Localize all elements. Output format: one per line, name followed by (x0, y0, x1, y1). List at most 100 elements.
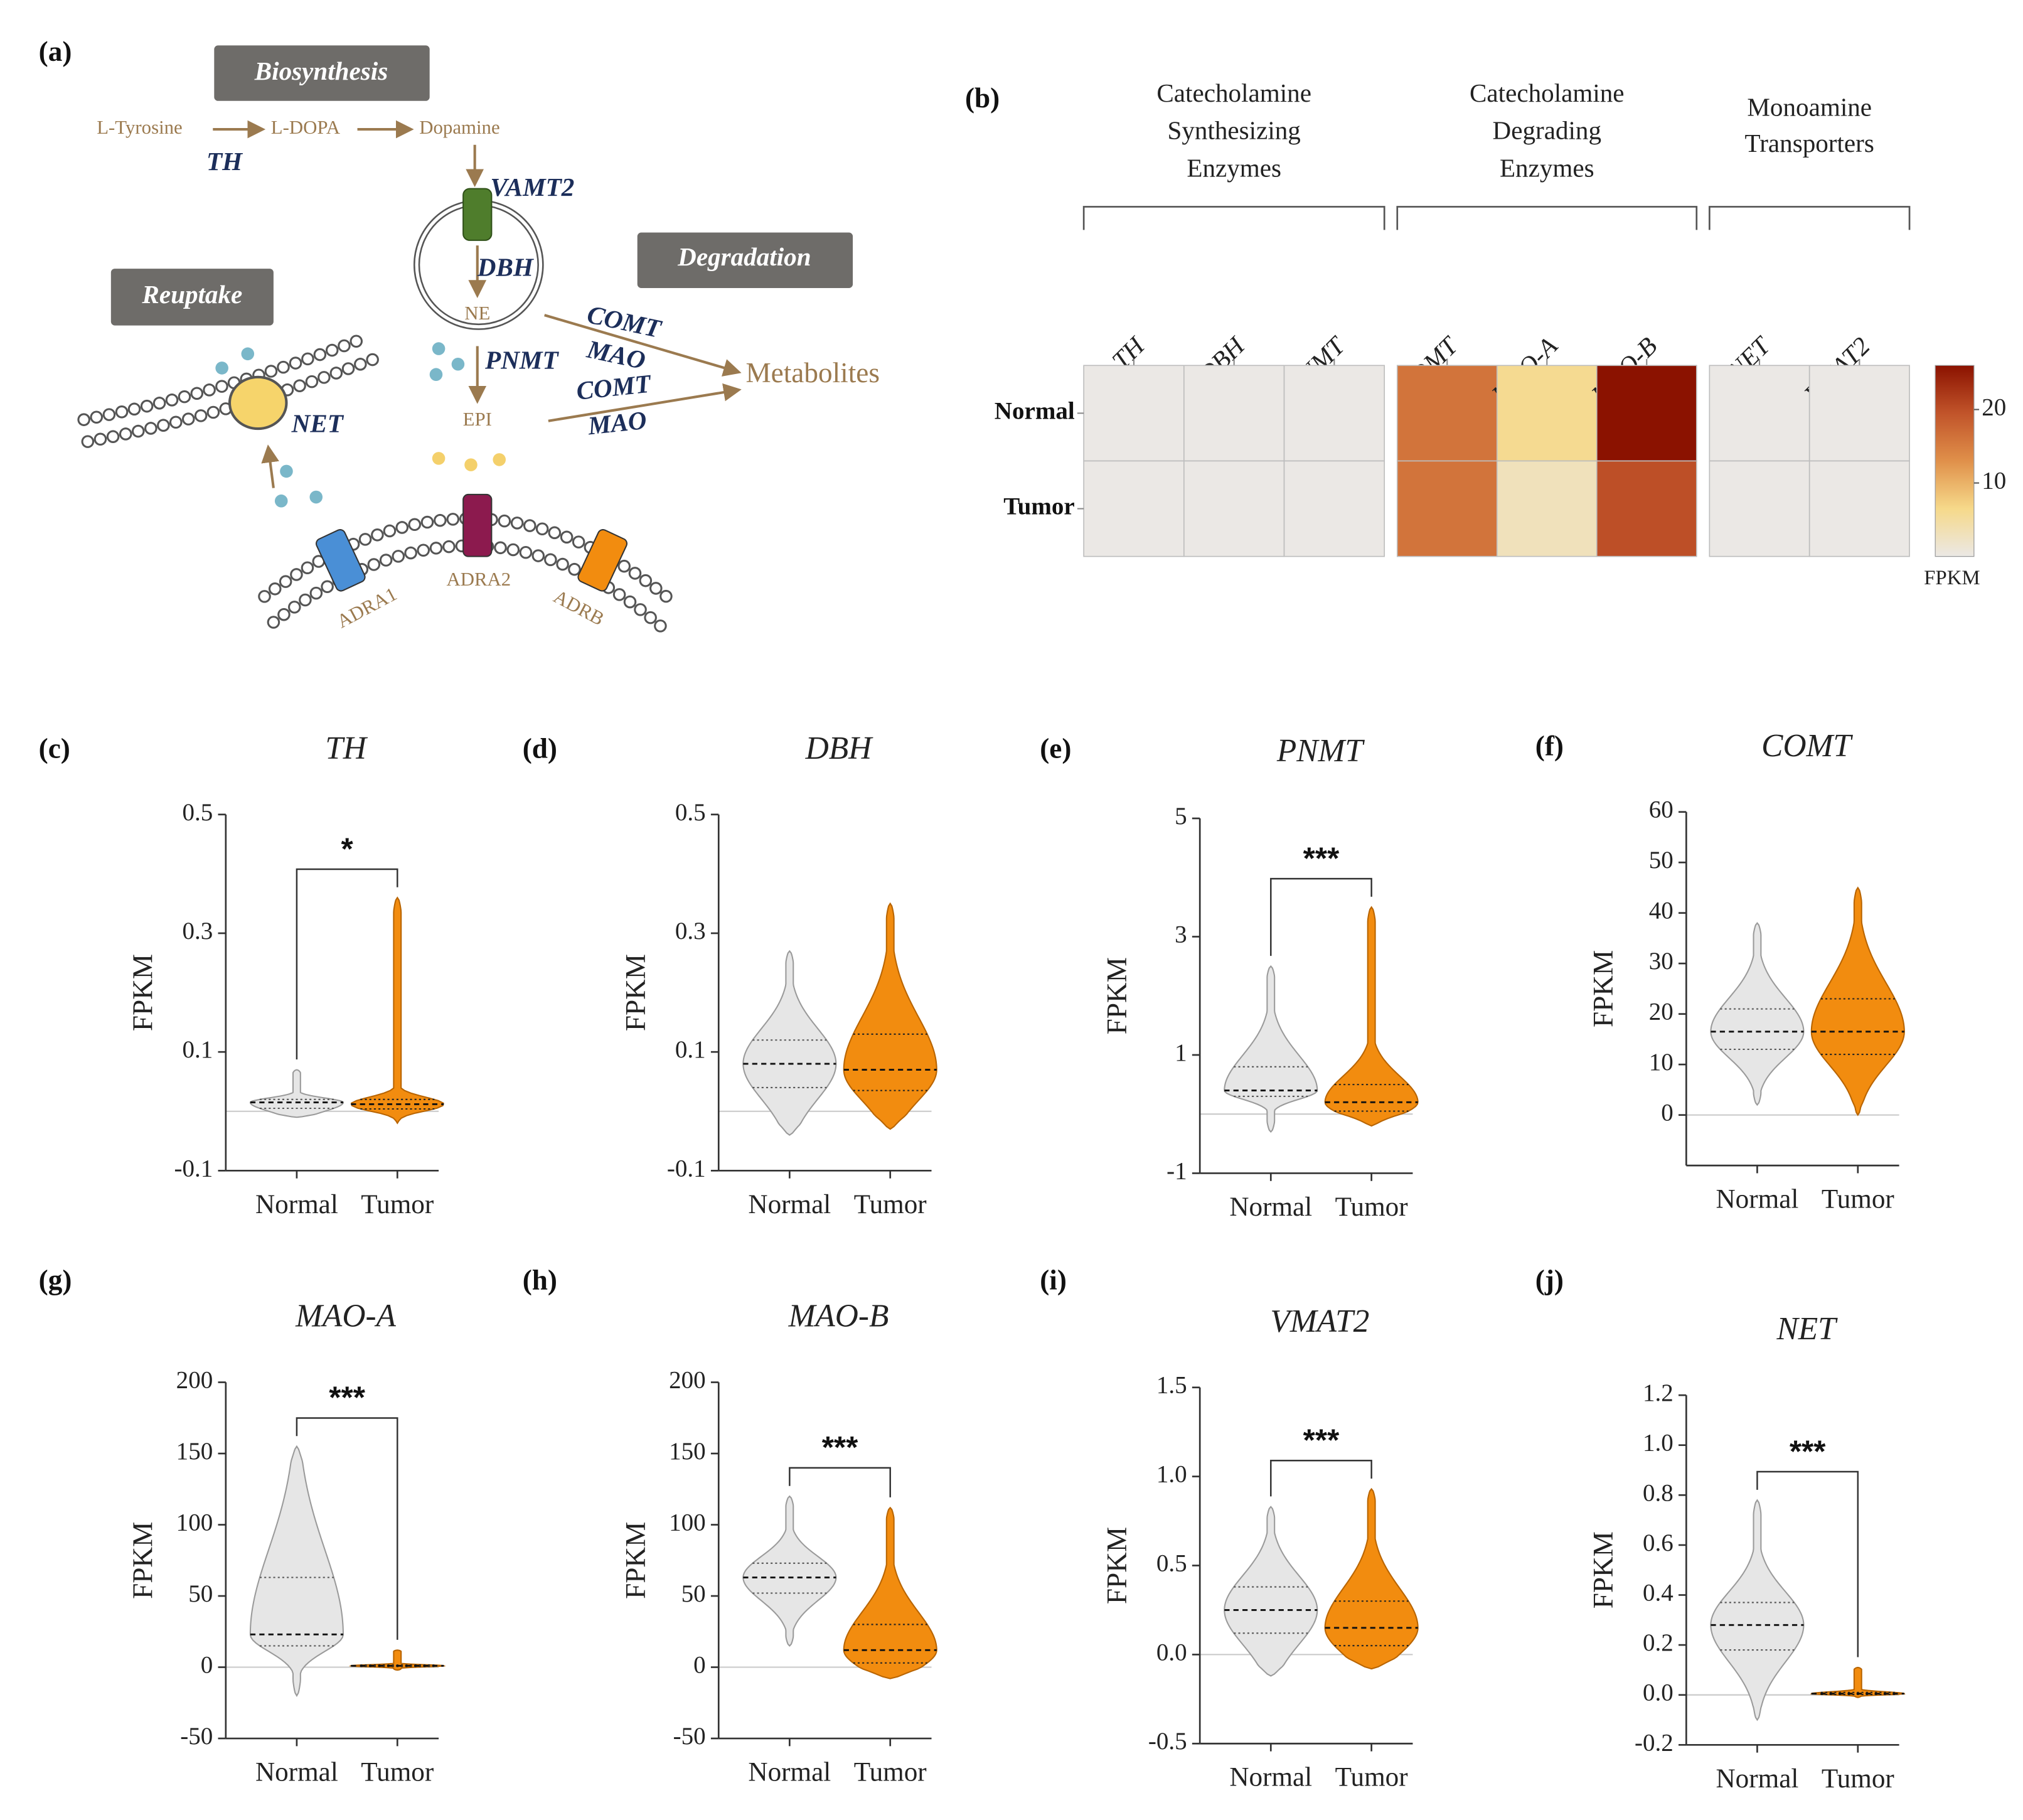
panel-label: (f) (1535, 730, 1564, 761)
group-title: Enzymes (1187, 153, 1281, 182)
y-tick-label: 0 (693, 1652, 706, 1679)
y-tick-label: 30 (1649, 948, 1673, 975)
enzyme: DBH (477, 253, 535, 282)
chart-title: VMAT2 (1270, 1303, 1369, 1339)
arrow (261, 444, 279, 488)
group-title: Monoamine (1747, 93, 1872, 122)
x-tick-label: Tumor (854, 1190, 927, 1219)
heatmap-cell (1183, 365, 1285, 462)
heatmap-cell (1083, 365, 1185, 462)
colorbar-tick-label: 20 (1982, 394, 2006, 421)
y-tick-label: 3 (1175, 921, 1187, 948)
molecules (432, 452, 506, 471)
y-tick-label: 0.0 (1156, 1639, 1187, 1666)
panel-label: (c) (39, 732, 70, 764)
box-title: Reuptake (141, 280, 242, 309)
violin (350, 896, 444, 1125)
group-title: Synthesizing (1167, 116, 1300, 145)
heatmap-cell (1396, 365, 1498, 462)
enzyme: PNMT (484, 346, 559, 375)
y-tick-label: 50 (681, 1580, 706, 1607)
panel-label: (g) (39, 1265, 72, 1296)
heatmap-cell (1709, 365, 1810, 462)
group-bracket (1709, 206, 1911, 230)
panel-label: (i) (1040, 1265, 1067, 1296)
y-tick-label: -50 (673, 1723, 706, 1750)
violin (249, 1445, 344, 1697)
y-tick-label: 50 (1649, 847, 1673, 874)
significance-bracket (296, 868, 398, 1060)
x-tick-label: Normal (748, 1190, 831, 1219)
significance-label: *** (329, 1381, 365, 1415)
heatmap-cell (1283, 365, 1385, 462)
violin (249, 1069, 344, 1118)
x-tick-label: Tumor (854, 1758, 927, 1787)
x-tick-label: Normal (1716, 1764, 1799, 1794)
x-tick-label: Tumor (1335, 1763, 1408, 1792)
group-title: Enzymes (1500, 153, 1594, 182)
x-tick-label: Normal (748, 1758, 831, 1787)
chart-title: MAO-B (788, 1298, 889, 1334)
colorbar-tick-label: 10 (1982, 468, 2006, 495)
violin (1224, 1506, 1318, 1677)
panel-label: (h) (523, 1265, 557, 1296)
metabolite: NE (464, 302, 490, 324)
y-axis-label: FPKM (620, 1522, 651, 1599)
row-label: Normal (995, 397, 1075, 424)
membrane (79, 333, 369, 424)
y-tick-label: 0.3 (675, 918, 706, 945)
x-tick-label: Normal (1229, 1763, 1312, 1792)
y-tick-label: -0.1 (174, 1155, 213, 1182)
heatmap-cell (1709, 460, 1810, 557)
y-tick-label: 100 (176, 1509, 213, 1536)
x-tick-label: Tumor (361, 1758, 434, 1787)
y-tick-label: 40 (1649, 897, 1673, 924)
box-title: Degradation (677, 242, 811, 271)
heatmap-cell (1596, 460, 1697, 557)
violin (1710, 922, 1805, 1106)
colorbar-label: FPKM (1924, 567, 1980, 589)
y-tick-label: 1.0 (1643, 1430, 1673, 1457)
y-tick-label: 0.1 (675, 1036, 706, 1063)
y-tick-label: -50 (180, 1723, 213, 1750)
significance-label: *** (1303, 841, 1340, 875)
violin (742, 950, 837, 1136)
x-tick-label: Tumor (1822, 1764, 1894, 1794)
y-tick-label: 200 (669, 1367, 706, 1394)
significance-label: *** (1790, 1434, 1826, 1469)
heatmap-cell (1396, 460, 1498, 557)
chart-title: DBH (805, 731, 874, 766)
violin (843, 1506, 937, 1679)
arrow (544, 314, 742, 377)
enzyme: VAMT2 (490, 173, 574, 201)
y-tick-label: 0 (1661, 1100, 1673, 1127)
panel-label: (j) (1535, 1265, 1564, 1296)
arrow (548, 383, 742, 422)
chart-title: PNMT (1276, 733, 1365, 769)
y-tick-label: 0.3 (182, 918, 213, 945)
y-tick-label: 5 (1175, 803, 1187, 830)
heatmap-cell (1496, 460, 1598, 557)
y-tick-label: 20 (1649, 998, 1673, 1025)
y-tick-label: 200 (176, 1367, 213, 1394)
y-tick-label: 100 (669, 1509, 706, 1536)
y-tick-label: 1 (1175, 1039, 1187, 1066)
label-box (110, 269, 274, 326)
transporter (462, 188, 493, 241)
label-box (637, 232, 853, 288)
metabolite: Dopamine (419, 117, 499, 138)
metabolite: L-Tyrosine (97, 117, 183, 138)
violin (1710, 1499, 1805, 1721)
y-tick-label: 0.4 (1643, 1579, 1673, 1606)
chart-title: NET (1776, 1311, 1838, 1347)
y-axis-label: FPKM (1101, 957, 1133, 1034)
group-bracket (1082, 206, 1385, 230)
enzyme: MAO (584, 335, 648, 375)
pathway-diagram: (a) Biosynthesis Reuptake Degradation L-… (39, 36, 880, 633)
y-tick-label: -0.1 (667, 1155, 706, 1182)
panel-label: (e) (1040, 732, 1071, 764)
x-tick-label: Normal (1229, 1192, 1312, 1222)
enzyme: NET (291, 409, 344, 437)
membrane (83, 354, 379, 446)
